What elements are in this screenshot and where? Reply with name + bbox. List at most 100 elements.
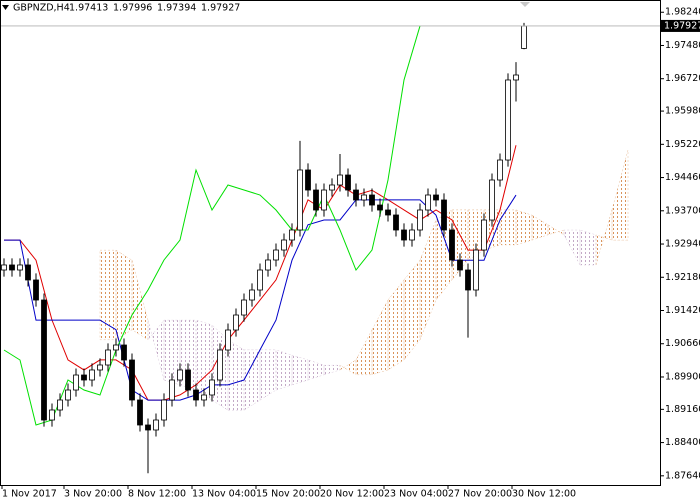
- open-price: 1.97413: [69, 3, 108, 14]
- cloud-segment: [499, 209, 517, 246]
- cloud-segment: [531, 214, 549, 241]
- candle-body: [185, 369, 191, 391]
- cloud-segment: [275, 349, 293, 391]
- indicator-line: [4, 145, 517, 401]
- x-tick-label: 1 Nov 2017: [2, 489, 57, 500]
- candle-body: [49, 409, 55, 421]
- candle-body: [465, 269, 471, 291]
- y-tick-label: 1.94460: [665, 172, 700, 183]
- candle-body: [257, 269, 263, 291]
- candle-body: [441, 199, 447, 231]
- candle-body: [137, 399, 143, 426]
- menu-arrow[interactable]: [2, 5, 9, 10]
- candle-body: [313, 189, 319, 211]
- y-tick-label: 1.87640: [665, 470, 700, 481]
- candle-body: [489, 179, 495, 221]
- candle-body: [321, 189, 327, 211]
- y-tick-label: 1.92180: [665, 272, 700, 283]
- cloud-segment: [595, 209, 613, 266]
- candle-body: [25, 264, 31, 281]
- cloud-segment: [403, 259, 421, 361]
- cloud-segment: [355, 329, 373, 375]
- cloud-segment: [579, 229, 597, 266]
- candle-body: [41, 299, 47, 421]
- y-tick-label: 1.91420: [665, 305, 700, 316]
- candle-body: [409, 229, 415, 241]
- header: GBPNZD,H4 1.97413 1.97996 1.97394 1.9792…: [13, 3, 240, 14]
- cloud-segment: [259, 349, 277, 401]
- candle-body: [401, 229, 407, 241]
- candle-body: [433, 194, 439, 201]
- candle-body: [345, 174, 351, 191]
- cloud-segment: [115, 249, 133, 341]
- low-price: 1.97394: [157, 3, 196, 14]
- last-price-label: 1.97927: [664, 20, 700, 31]
- candle-body: [129, 359, 135, 401]
- candle-body: [521, 25, 527, 49]
- y-tick-label: 1.97480: [665, 40, 700, 51]
- y-tick-label: 1.98240: [665, 7, 700, 18]
- x-tick-label: 23 Nov 04:00: [384, 489, 448, 500]
- plot-border: [0, 0, 661, 486]
- candle-body: [497, 159, 503, 181]
- candle-body: [161, 399, 167, 421]
- cloud-segment: [131, 260, 149, 341]
- y-tick-label: 1.90660: [665, 338, 700, 349]
- y-tick-label: 1.88400: [665, 437, 700, 448]
- cloud-segment: [99, 250, 117, 340]
- shift-marker: [520, 2, 530, 7]
- cloud-segment: [291, 354, 309, 386]
- candle-body: [377, 204, 383, 211]
- candle-body: [385, 209, 391, 216]
- candle-body: [425, 194, 431, 211]
- symbol: GBPNZD,H4: [13, 3, 70, 14]
- candle-body: [73, 374, 79, 391]
- candle-body: [169, 379, 175, 401]
- x-tick-label: 13 Nov 04:00: [192, 489, 256, 500]
- y-tick-label: 1.96720: [665, 73, 700, 84]
- candle-body: [17, 264, 23, 271]
- cloud-segment: [387, 279, 405, 371]
- x-tick-label: 8 Nov 12:00: [128, 489, 186, 500]
- cloud-segment: [419, 219, 437, 340]
- cloud-segment: [515, 209, 533, 246]
- cloud-segment: [611, 149, 629, 241]
- candle-body: [113, 344, 119, 351]
- candle-body: [289, 229, 295, 241]
- candle-body: [153, 419, 159, 431]
- candle-body: [177, 369, 183, 381]
- x-tick-label: 27 Nov 20:00: [448, 489, 512, 500]
- candle-body: [9, 264, 15, 271]
- candle-body: [145, 424, 151, 431]
- cloud-segment: [307, 359, 325, 381]
- candle-body: [89, 369, 95, 381]
- cloud-segment: [563, 229, 581, 266]
- candle-body: [417, 209, 423, 231]
- candle-body: [241, 299, 247, 316]
- candle-body: [513, 74, 519, 81]
- candle-body: [217, 349, 223, 381]
- last-price-box: [661, 19, 700, 32]
- candle-body: [361, 194, 367, 201]
- candle-body: [121, 344, 127, 361]
- candle-body: [297, 169, 303, 231]
- candle-body: [281, 239, 287, 251]
- close-price: 1.97927: [201, 3, 240, 14]
- candle-body: [225, 329, 231, 351]
- candle-body: [33, 279, 39, 301]
- candle-body: [201, 394, 207, 401]
- cloud-segment: [371, 299, 389, 375]
- candle-body: [1, 264, 7, 271]
- candle-body: [457, 259, 463, 271]
- cloud-segment: [179, 319, 197, 391]
- cloud-segment: [323, 365, 341, 375]
- cloud-segment: [243, 349, 261, 411]
- cloud-segment: [339, 359, 357, 376]
- candle-body: [369, 194, 375, 206]
- candle-body: [105, 349, 111, 366]
- cloud-segment: [547, 224, 565, 236]
- candle-body: [81, 374, 87, 381]
- candle-body: [481, 219, 487, 251]
